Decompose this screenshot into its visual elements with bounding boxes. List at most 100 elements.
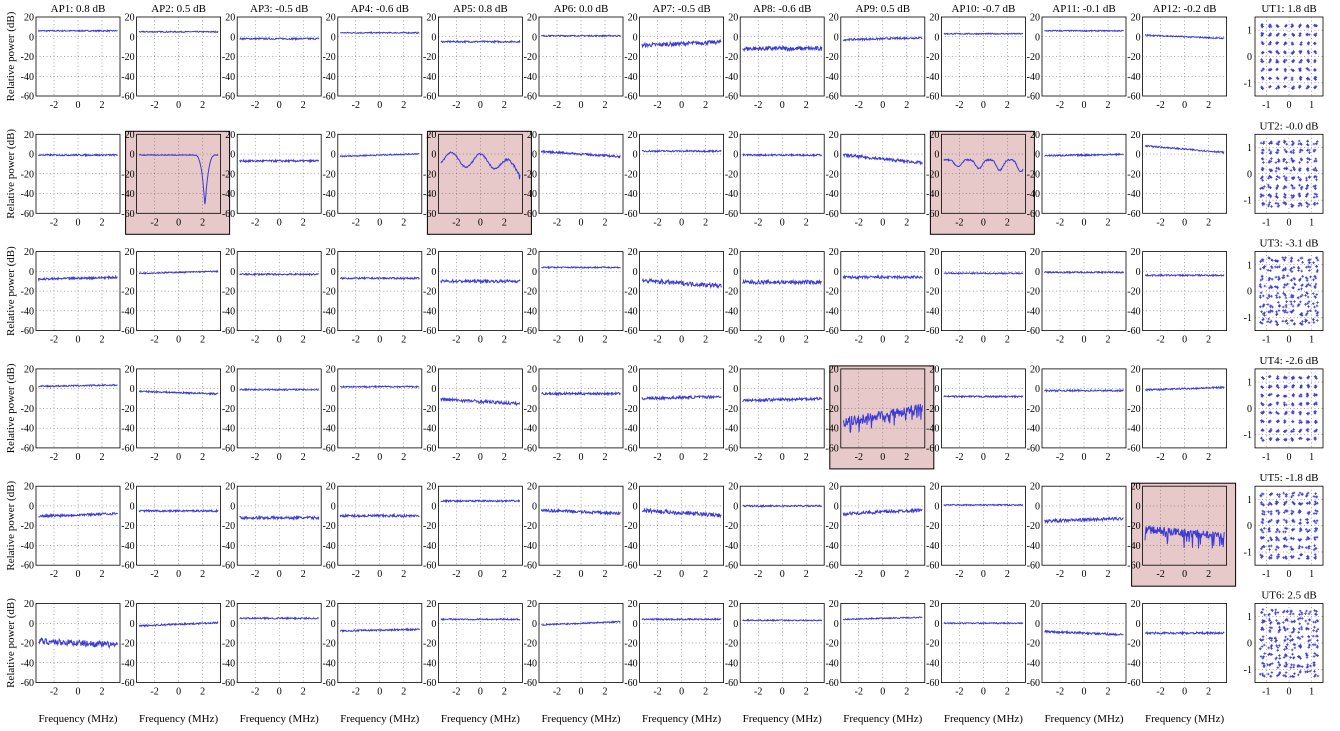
panel-r6-c4: 200-20-40-60-2 0 2: [322, 599, 423, 698]
y-tick-label: 0: [1247, 404, 1252, 415]
x-tick-label: -2: [452, 569, 460, 580]
panel-r5-c7: 200-20-40-60-2 0 2: [624, 482, 724, 580]
power-curve: [440, 498, 520, 504]
y-tick-label: -20: [21, 287, 34, 298]
x-tick-label: -2: [1156, 100, 1164, 111]
panel-r5-c12: 200-20-40-60-2 0 2: [1127, 482, 1237, 587]
y-tick-label: -40: [524, 541, 537, 552]
x-tick-label: 2: [100, 217, 105, 228]
y-tick-label: -60: [322, 443, 335, 454]
y-tick-label: 20: [527, 13, 537, 24]
x-tick-label: 0: [579, 100, 584, 111]
y-tick-label: -60: [21, 443, 34, 454]
y-tick-label: -40: [524, 658, 537, 669]
y-tick-label: 1: [1247, 495, 1252, 506]
panel-r3-c11: 200-20-40-60-2 0 2: [1027, 247, 1127, 346]
y-tick-label: -40: [121, 541, 134, 552]
panel-r6-c11: 200-20-40-60-2 0 2: [1027, 599, 1127, 698]
y-tick-label: 20: [728, 13, 738, 24]
x-tick-label: 2: [100, 452, 105, 463]
x-tick-label: 2: [603, 217, 608, 228]
power-curve: [842, 616, 923, 621]
y-tick-label: 20: [426, 13, 436, 24]
y-tick-label: -20: [524, 521, 537, 532]
power-curve: [842, 152, 923, 166]
panel-r2-c9: 200-20-40-60-2 0 2: [825, 130, 926, 228]
y-tick-label: 1: [1247, 143, 1252, 154]
x-tick-label: -1: [1262, 100, 1270, 111]
panel-r1-c3: 200-20-40-60-2 0 2: [222, 13, 322, 111]
x-tick-label: 0: [176, 217, 181, 228]
y-tick-label: -20: [725, 521, 738, 532]
y-tick-label: -20: [524, 52, 537, 63]
panel-r2-c6: 200-20-40-60-2 0 2: [524, 130, 624, 228]
panel-r2-c7: 200-20-40-60-2 0 2: [624, 130, 724, 228]
x-tick-label: 2: [904, 687, 909, 698]
x-tick-label: 0: [277, 217, 282, 228]
x-tick-label: 0: [377, 687, 382, 698]
y-tick-label: -20: [423, 404, 436, 415]
y-tick-label: 0: [1136, 501, 1141, 512]
y-tick-label: -60: [825, 561, 838, 572]
x-tick-label: 0: [981, 569, 986, 580]
x-tick-label: 2: [1005, 452, 1010, 463]
y-tick-label: -40: [1027, 424, 1040, 435]
y-tick-label: 20: [829, 13, 839, 24]
y-tick-label: -60: [825, 326, 838, 337]
x-tick-label: -2: [955, 100, 963, 111]
y-tick-label: 0: [934, 32, 939, 43]
y-tick-label: 20: [728, 130, 738, 141]
y-tick-label: 20: [628, 364, 638, 375]
y-tick-label: -20: [322, 52, 335, 63]
panel-r2-c3: 200-20-40-60-2 0 2: [222, 130, 322, 228]
x-tick-label: 2: [200, 452, 205, 463]
y-tick-label: -20: [222, 287, 235, 298]
x-tick-label: 2: [1005, 335, 1010, 346]
y-tick-label: 0: [1035, 619, 1040, 630]
y-tick-label: -20: [1027, 52, 1040, 63]
x-tick-label: -2: [150, 452, 158, 463]
x-tick-label: 2: [603, 687, 608, 698]
x-axis-label: Frequency (MHz): [441, 713, 520, 725]
y-tick-label: 1: [1247, 612, 1252, 623]
x-tick-label: 2: [904, 569, 909, 580]
y-tick-label: -60: [624, 209, 637, 220]
power-curve: [339, 275, 420, 281]
panel-r1-c9: 200-20-40-60-2 0 2: [825, 13, 926, 111]
y-tick-label: -20: [322, 404, 335, 415]
power-curve: [1043, 270, 1125, 275]
y-tick-label: -40: [322, 72, 335, 83]
x-tick-label: -2: [855, 335, 863, 346]
x-tick-label: 0: [1287, 100, 1292, 111]
y-tick-label: -20: [624, 639, 637, 650]
y-tick-label: 0: [834, 32, 839, 43]
y-tick-label: -40: [725, 658, 738, 669]
y-tick-label: 0: [633, 384, 638, 395]
power-curve: [742, 395, 823, 404]
x-tick-label: 2: [904, 452, 909, 463]
y-tick-label: 20: [929, 364, 939, 375]
x-tick-label: -2: [855, 100, 863, 111]
x-tick-label: 0: [176, 452, 181, 463]
y-tick-label: -60: [825, 92, 838, 103]
power-curve: [842, 274, 923, 281]
y-tick-label: 0: [934, 267, 939, 278]
x-tick-label: -2: [50, 687, 58, 698]
y-tick-label: -60: [1027, 92, 1040, 103]
x-tick-label: -2: [855, 452, 863, 463]
y-tick-label: -60: [624, 326, 637, 337]
y-tick-label: 0: [1035, 150, 1040, 161]
x-tick-label: 0: [780, 217, 785, 228]
x-tick-label: 0: [1182, 569, 1187, 580]
y-tick-label: -20: [21, 404, 34, 415]
x-tick-label: 0: [1182, 217, 1187, 228]
y-tick-label: -60: [725, 326, 738, 337]
power-curve: [339, 512, 420, 519]
y-tick-label: 0: [1035, 384, 1040, 395]
x-tick-label: -1: [1262, 569, 1270, 580]
y-tick-label: -20: [926, 521, 939, 532]
y-tick-label: 0: [331, 619, 336, 630]
x-tick-label: -2: [955, 687, 963, 698]
y-tick-label: 0: [733, 619, 738, 630]
x-tick-label: 0: [780, 687, 785, 698]
